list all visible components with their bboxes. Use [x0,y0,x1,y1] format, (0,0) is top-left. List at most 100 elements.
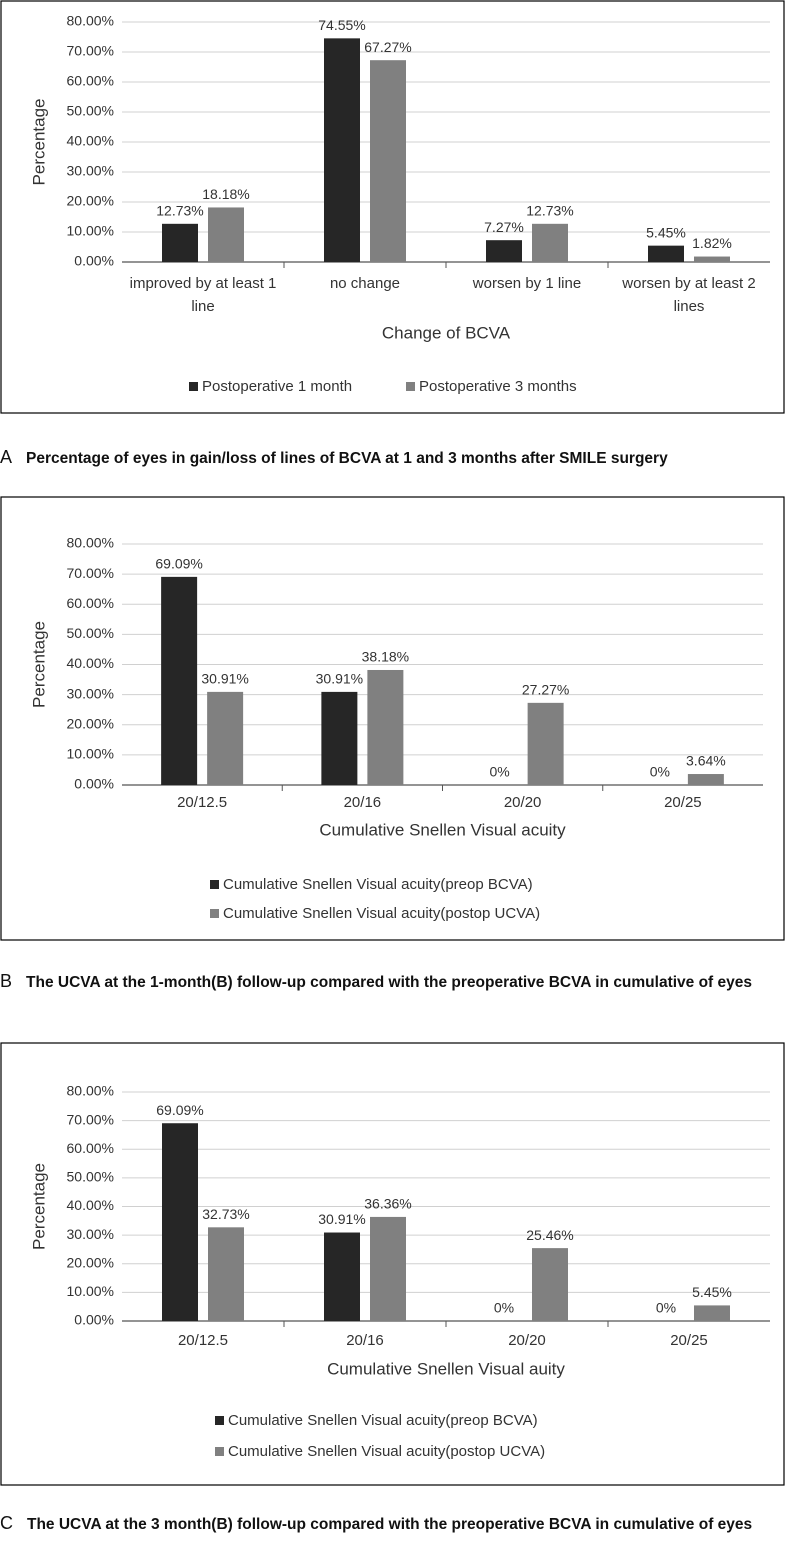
y-tick-label: 70.00% [67,1111,114,1127]
bar [486,240,522,262]
legend-swatch [406,382,415,391]
y-tick-label: 50.00% [67,1169,114,1185]
chart-frame [0,1042,785,1486]
y-tick-label: 30.00% [67,163,114,179]
y-axis-title: Percentage [29,99,48,186]
value-label: 30.91% [316,671,363,687]
legend-swatch [210,880,219,889]
y-tick-label: 40.00% [67,655,114,671]
y-tick-label: 70.00% [67,43,114,59]
y-tick-label: 50.00% [67,103,114,119]
value-label: 36.36% [364,1196,411,1212]
y-tick-label: 40.00% [67,1197,114,1213]
y-tick-label: 60.00% [67,73,114,89]
caption: C The UCVA at the 3 month(B) follow-up co… [0,1508,786,1540]
panel-label: A [0,447,13,467]
bar [161,576,198,785]
legend-swatch [215,1416,224,1425]
value-label: 0% [650,764,670,780]
x-axis-title: Cumulative Snellen Visual acuity [319,820,566,839]
value-label: 12.73% [526,203,573,219]
value-label: 18.18% [202,186,249,202]
caption-text: The UCVA at the 1-month(B) follow-up com… [26,974,753,991]
y-tick-label: 0.00% [74,1312,114,1328]
x-tick-label: 20/12.5 [177,1332,229,1349]
x-tick-label: worsen by 1 line [472,275,582,292]
bar [527,702,564,785]
legend-label: Cumulative Snellen Visual acuity(preop B… [223,876,533,893]
y-axis-title: Percentage [29,621,48,708]
value-label: 38.18% [362,649,409,665]
y-tick-label: 30.00% [67,685,114,701]
x-tick-label: 20/16 [343,794,382,811]
x-axis-title: Change of BCVA [382,323,511,342]
x-tick-label: no change [329,275,401,292]
y-tick-label: 10.00% [67,746,114,762]
y-tick-label: 60.00% [67,1140,114,1156]
y-tick-label: 80.00% [67,13,114,29]
legend-label: Cumulative Snellen Visual acuity(postop … [228,1443,545,1460]
bar [648,245,684,262]
caption-text: The UCVA at the 3 month(B) follow-up com… [27,1516,753,1533]
value-label: 69.09% [155,556,202,572]
value-label: 27.27% [522,682,569,698]
legend-label: Postoperative 1 month [202,378,352,395]
bar [207,691,244,785]
y-tick-label: 50.00% [67,625,114,641]
chart-frame [0,0,785,414]
value-label: 5.45% [692,1284,732,1300]
x-axis-title: Cumulative Snellen Visual auity [327,1359,565,1378]
bar [532,1248,568,1321]
y-axis-title: Percentage [29,1163,48,1250]
bar [321,691,358,785]
bar [208,207,244,262]
value-label: 0% [494,1300,514,1316]
x-tick-label: 20/20 [508,1332,546,1349]
value-label: 0% [490,764,510,780]
y-tick-label: 20.00% [67,1254,114,1270]
y-tick-label: 40.00% [67,133,114,149]
bar [162,223,198,262]
bar [324,1232,360,1321]
x-tick-label: 20/25 [664,794,702,811]
bar [687,774,724,785]
y-tick-label: 10.00% [67,223,114,239]
value-label: 5.45% [646,224,686,240]
x-tick-label: worsen by at least 2 lines [622,275,756,315]
bar [532,223,568,262]
y-tick-label: 30.00% [67,1226,114,1242]
value-label: 12.73% [156,203,203,219]
x-tick-label: 20/16 [346,1332,384,1349]
legend-swatch [189,382,198,391]
value-label: 7.27% [484,219,524,235]
x-tick-label: 20/12.5 [177,794,228,811]
legend-label: Cumulative Snellen Visual acuity(postop … [223,905,540,922]
value-label: 67.27% [364,39,411,55]
caption-text: Percentage of eyes in gain/loss of lines… [26,450,668,467]
x-tick-label: 20/25 [670,1332,708,1349]
bar [694,1305,730,1321]
caption: B The UCVA at the 1-month(B) follow-up co… [0,966,786,998]
y-tick-label: 20.00% [67,193,114,209]
bar [370,60,406,262]
y-tick-label: 80.00% [67,1083,114,1099]
y-tick-label: 0.00% [74,776,114,792]
value-label: 1.82% [692,235,732,251]
y-tick-label: 70.00% [67,565,114,581]
value-label: 30.91% [201,671,248,687]
bar [162,1123,198,1321]
y-tick-label: 20.00% [67,715,114,731]
bar [208,1227,244,1321]
panel-label: B [0,971,13,991]
y-tick-label: 10.00% [67,1283,114,1299]
value-label: 32.73% [202,1206,249,1222]
legend-label: Cumulative Snellen Visual acuity(preop B… [228,1412,538,1429]
bar [694,256,730,262]
value-label: 25.46% [526,1227,573,1243]
value-label: 0% [656,1300,676,1316]
value-label: 69.09% [156,1102,203,1118]
value-label: 74.55% [318,17,365,33]
value-label: 3.64% [686,753,726,769]
panel-label: C [0,1513,13,1533]
